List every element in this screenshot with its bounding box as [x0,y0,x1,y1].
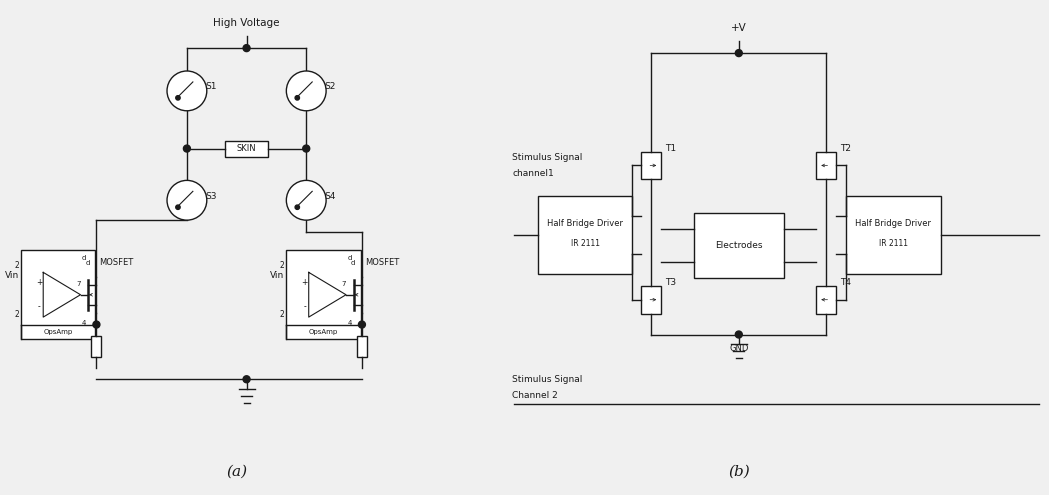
Circle shape [176,96,180,100]
Circle shape [735,331,743,338]
Text: T3: T3 [665,278,677,287]
Text: Stimulus Signal: Stimulus Signal [512,153,582,162]
Text: -: - [303,302,306,311]
Text: 4: 4 [82,320,86,326]
Bar [224,141,269,156]
Circle shape [93,321,100,328]
Circle shape [176,205,180,209]
Text: +: + [301,278,308,287]
Text: IR 2111: IR 2111 [571,239,600,248]
Text: S3: S3 [205,192,216,201]
Text: Channel 2: Channel 2 [512,391,558,399]
Text: OpsAmp: OpsAmp [309,329,338,335]
Text: Electrodes: Electrodes [715,241,763,250]
Circle shape [243,376,250,383]
Text: T1: T1 [665,144,677,153]
Circle shape [295,96,299,100]
Bar [694,213,784,278]
Text: 7: 7 [342,281,346,287]
Text: S4: S4 [324,192,336,201]
Circle shape [243,45,250,51]
Bar [286,250,361,340]
Circle shape [167,180,207,220]
Circle shape [286,180,326,220]
Text: Stimulus Signal: Stimulus Signal [512,375,582,384]
Text: Vin: Vin [270,271,284,280]
Circle shape [167,71,207,111]
Text: T2: T2 [840,144,851,153]
Bar [641,286,661,314]
Text: (a): (a) [227,465,248,479]
Text: T4: T4 [840,278,851,287]
Circle shape [295,205,299,209]
Text: 4: 4 [347,320,351,326]
Circle shape [735,50,743,56]
Text: channel1: channel1 [512,169,554,178]
Circle shape [184,145,190,152]
Text: d: d [350,260,356,266]
Text: MOSFET: MOSFET [100,258,133,267]
Text: +V: +V [731,23,747,33]
Text: d: d [85,260,89,266]
Text: +: + [36,278,42,287]
Text: 2: 2 [14,260,19,270]
Text: Half Bridge Driver: Half Bridge Driver [855,219,932,228]
Text: d: d [82,255,86,261]
Text: IR 2111: IR 2111 [879,239,908,248]
Bar [91,336,102,357]
Bar [816,151,836,179]
Text: 2: 2 [280,260,284,270]
Bar [538,197,633,274]
Bar [847,197,941,274]
Bar [641,151,661,179]
Bar [21,250,95,340]
Text: S1: S1 [205,82,216,92]
Text: (b): (b) [728,465,750,479]
Text: 2: 2 [14,310,19,319]
Text: 2: 2 [280,310,284,319]
Text: Vin: Vin [4,271,19,280]
Text: SKIN: SKIN [237,144,256,153]
Circle shape [286,71,326,111]
Text: OpsAmp: OpsAmp [43,329,72,335]
Bar [357,336,367,357]
Text: GND: GND [729,345,749,353]
Text: Half Bridge Driver: Half Bridge Driver [548,219,623,228]
Circle shape [303,145,309,152]
Text: MOSFET: MOSFET [365,258,400,267]
Circle shape [359,321,365,328]
Text: 7: 7 [77,281,81,287]
Text: d: d [347,255,351,261]
Bar [816,286,836,314]
Text: -: - [38,302,41,311]
Text: S2: S2 [324,82,336,92]
Text: High Voltage: High Voltage [213,18,280,28]
